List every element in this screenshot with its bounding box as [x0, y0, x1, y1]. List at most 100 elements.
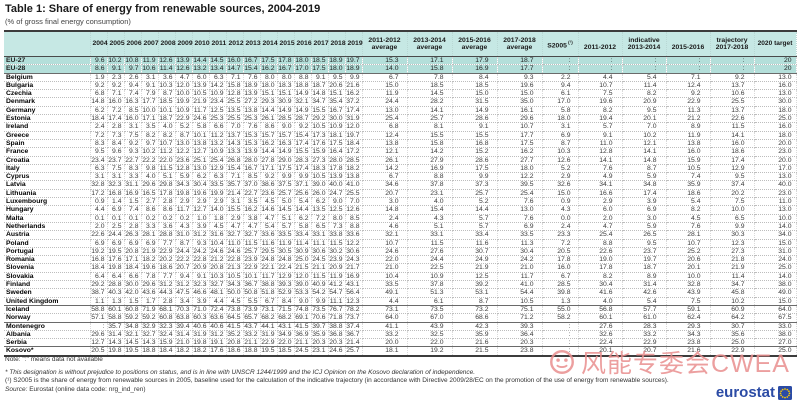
col-header-trajectory: 2011-2012	[578, 30, 623, 57]
year-value-cell: 11.0	[226, 239, 244, 248]
table-row: EU-28 8.6 9.1 9.7 10.6 11.4 12.6 13.2 13.4 14.7 15…	[4, 64, 797, 74]
average-value-cell: 30.4	[497, 247, 543, 257]
year-value-cell: 11.9	[141, 56, 159, 66]
year-value-cell: 19.9	[209, 189, 227, 199]
year-value-cell: 18.8	[141, 346, 159, 357]
trajectory-value-cell: 20.2	[710, 189, 755, 199]
year-value-cell: 32.1	[124, 330, 142, 340]
trajectory-value-cell: 14.1	[710, 131, 755, 140]
row-label: Hungary	[4, 205, 91, 215]
target-value-cell: 18.0	[754, 106, 797, 116]
row-label: Finland	[4, 280, 91, 290]
year-value-cell: 19.8	[107, 263, 125, 273]
average-value-cell: 24.4	[407, 255, 453, 265]
s2005-value-cell: 18.0	[542, 114, 579, 124]
year-value-cell: 15.5	[311, 106, 329, 116]
year-value-cell: 37.1	[294, 180, 312, 190]
row-label: Romania	[4, 255, 91, 265]
average-value-cell: 17.9	[452, 56, 498, 66]
year-value-cell: 21.6	[345, 81, 363, 91]
trajectory-value-cell: 8.7	[622, 164, 667, 174]
average-value-cell: 18.5	[452, 81, 498, 91]
trajectory-value-cell: 23.8	[666, 338, 711, 348]
year-value-cell: 18.3	[277, 81, 295, 91]
year-value-cell: 6.8	[90, 89, 108, 99]
s2005-value-cell: 2.2	[542, 73, 579, 82]
year-value-cell: 9.6	[90, 56, 108, 66]
trajectory-value-cell: 4.0	[578, 297, 623, 306]
year-value-cell: 22.9	[260, 338, 278, 348]
trajectory-value-cell: 10.0	[710, 205, 755, 215]
s2005-value-cell: 6.1	[542, 89, 579, 99]
year-value-cell: 12.0	[294, 272, 312, 282]
trajectory-value-cell: 11.9	[666, 131, 711, 140]
year-value-cell: 73.5	[311, 305, 329, 315]
average-value-cell: 5.1	[407, 222, 453, 232]
year-value-cell: 7.4	[124, 205, 142, 215]
year-value-cell: 14.4	[294, 205, 312, 215]
year-value-cell: 18.5	[277, 346, 295, 357]
year-value-cell: 31.9	[345, 114, 363, 124]
year-value-cell: 29.6	[141, 280, 159, 290]
year-value-cell: 0.2	[175, 214, 193, 223]
average-value-cell: 17.7	[497, 131, 543, 140]
year-value-cell: 7.1	[107, 89, 125, 99]
year-value-cell: 9.8	[141, 164, 159, 174]
table-row: United Kingdom 1.1 1.3 1.5 1.7 2.8 3.4 3.9 4.4 4.…	[4, 297, 797, 306]
average-value-cell: 14.2	[362, 164, 408, 174]
target-value-cell: 38.0	[754, 280, 797, 290]
average-value-cell: 19.2	[407, 346, 453, 357]
row-label: Italy	[4, 164, 91, 174]
year-value-cell: 33.5	[209, 180, 227, 190]
average-value-cell: 64.0	[362, 313, 408, 323]
s2005-value-cell: 58.2	[542, 313, 579, 323]
year-value-cell: 7.3	[328, 222, 346, 232]
trajectory-value-cell: 4.4	[578, 73, 623, 82]
note-data-not-available: Note: ":" means data not available	[5, 356, 103, 363]
average-value-cell: 6.7	[362, 172, 408, 182]
average-value-cell: 31.5	[452, 97, 498, 107]
year-value-cell: 16.8	[107, 189, 125, 199]
average-value-cell: 16.2	[497, 147, 543, 157]
trajectory-value-cell: 62.4	[666, 313, 711, 323]
year-value-cell: 33.5	[277, 230, 295, 240]
row-label: Albania	[4, 330, 91, 340]
year-value-cell: 26.8	[226, 156, 244, 165]
s2005-value-cell: 23.3	[542, 230, 579, 240]
s2005-value-cell: 1.3	[542, 297, 579, 306]
year-value-cell: 1.8	[209, 214, 227, 223]
average-value-cell: 51.3	[407, 288, 453, 298]
average-value-cell: 71.2	[497, 313, 543, 323]
average-value-cell: 15.0	[497, 89, 543, 99]
trajectory-value-cell: 5.9	[622, 222, 667, 232]
average-value-cell: 37.3	[452, 180, 498, 190]
year-value-cell: 8.2	[158, 131, 176, 140]
year-value-cell: 19.5	[260, 346, 278, 357]
year-value-cell: 41.2	[328, 280, 346, 290]
eu-flag-icon	[778, 385, 792, 400]
year-value-cell: 31.4	[175, 330, 193, 340]
trajectory-value-cell: 35.6	[710, 330, 755, 340]
year-value-cell: 10.0	[175, 89, 193, 99]
year-value-cell: 20.8	[209, 263, 227, 273]
table-row: Norway 57.1 58.8 59.2 59.2 60.8 63.8 60.3 63.6 64…	[4, 313, 797, 323]
year-value-cell: 32.7	[209, 280, 227, 290]
table-row: Cyprus 3.1 3.1 3.3 4.0 5.1 5.9 6.2 6.3 7.1 8.5 9.2 9…	[4, 172, 797, 182]
year-value-cell: 24.6	[209, 247, 227, 257]
average-value-cell: 23.8	[497, 346, 543, 357]
year-value-cell: 20.8	[226, 338, 244, 348]
year-value-cell: 24.6	[226, 247, 244, 257]
year-value-cell: 72.4	[209, 305, 227, 315]
average-value-cell: 22.0	[362, 255, 408, 265]
target-value-cell: 24.0	[754, 255, 797, 265]
trajectory-value-cell: 9.1	[578, 131, 623, 140]
year-value-cell: 18.4	[158, 346, 176, 357]
row-label: Sweden	[4, 288, 91, 298]
year-value-cell: 53.3	[294, 288, 312, 298]
year-value-cell: 33.6	[345, 230, 363, 240]
year-value-cell: 35.9	[311, 330, 329, 340]
row-label: Iceland	[4, 305, 91, 315]
table-row: Italy 6.3 7.5 8.3 9.8 11.5 12.8 13.0 12.9 15.4 16.…	[4, 164, 797, 174]
year-value-cell: 16.2	[260, 139, 278, 149]
year-value-cell: 13.9	[243, 147, 261, 157]
